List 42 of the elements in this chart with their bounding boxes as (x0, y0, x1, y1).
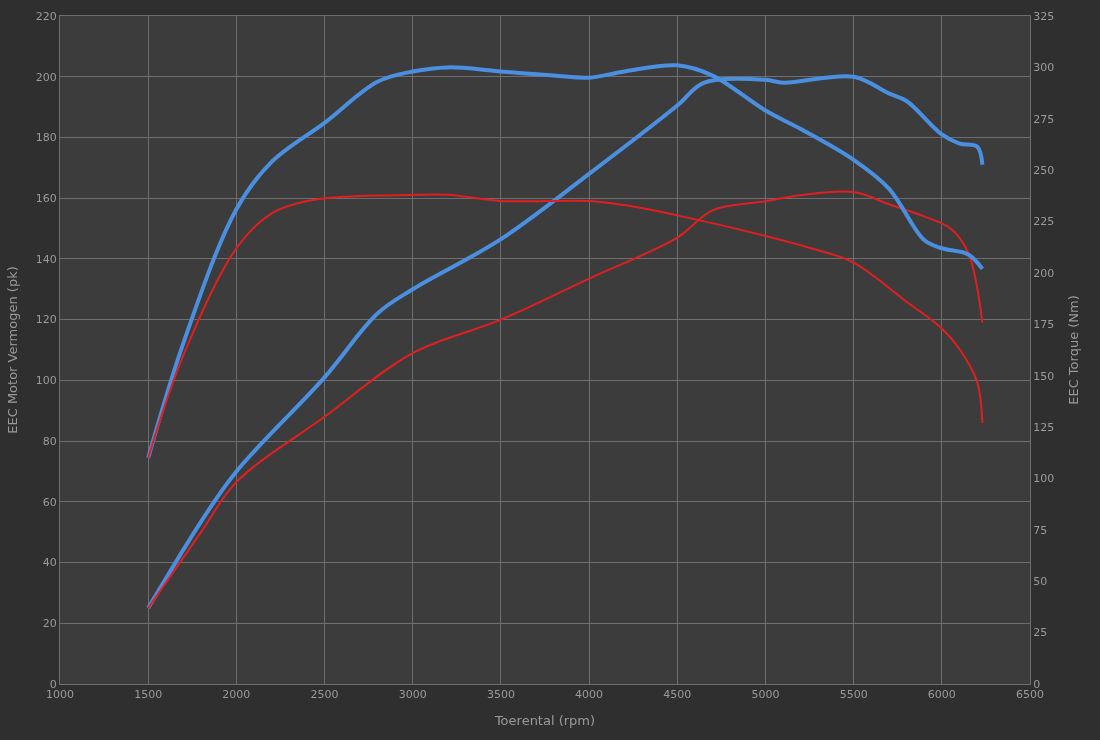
y-tick-label: 140 (35, 252, 57, 266)
x-tick-label: 2500 (310, 688, 339, 702)
x-tick-label: 5500 (839, 688, 868, 702)
y2-tick-label: 225 (1033, 215, 1055, 229)
x-tick-label: 1500 (134, 688, 163, 702)
y2-axis-title: EEC Torque (Nm) (1065, 295, 1081, 405)
y2-tick-label: 300 (1033, 61, 1055, 75)
x-tick-label: 4500 (663, 688, 692, 702)
x-tick-label: 1000 (46, 688, 74, 702)
y2-tick-label: 0 (1033, 677, 1041, 691)
y2-tick-label: 200 (1033, 266, 1055, 280)
y2-tick-label: 100 (1033, 472, 1055, 486)
x-tick-label: 6000 (927, 688, 956, 702)
y-tick-label: 220 (35, 9, 57, 23)
x-tick-label: 3500 (486, 688, 515, 702)
y-tick-label: 200 (35, 70, 57, 84)
y-tick-label: 20 (42, 617, 57, 631)
y-tick-label: 180 (35, 131, 57, 145)
y-tick-label: 80 (42, 434, 57, 448)
y-tick-label: 40 (42, 556, 57, 570)
y2-tick-label: 175 (1033, 318, 1055, 332)
y-tick-label: 100 (35, 374, 57, 388)
x-axis-title: Toerental (rpm) (493, 712, 596, 728)
y-tick-label: 160 (35, 192, 57, 206)
x-tick-label: 3000 (398, 688, 427, 702)
y2-tick-label: 125 (1033, 420, 1055, 434)
y2-tick-label: 325 (1033, 9, 1055, 23)
y-tick-label: 120 (35, 313, 57, 327)
y2-tick-label: 50 (1033, 575, 1048, 589)
y2-tick-label: 25 (1033, 626, 1048, 640)
y2-tick-label: 150 (1033, 369, 1055, 383)
y-tick-label: 60 (42, 495, 57, 509)
x-tick-label: 6500 (1016, 688, 1044, 702)
y-tick-label: 0 (49, 677, 57, 691)
x-tick-label: 4000 (575, 688, 604, 702)
y2-tick-label: 275 (1033, 112, 1055, 126)
y2-tick-label: 250 (1033, 164, 1055, 177)
y2-tick-label: 75 (1033, 523, 1048, 537)
line-series (147, 190, 984, 610)
x-tick-label: 5000 (751, 688, 780, 702)
x-tick-label: 2000 (222, 688, 251, 702)
y-axis-title: EEC Motor Vermogen (pk) (4, 266, 20, 434)
